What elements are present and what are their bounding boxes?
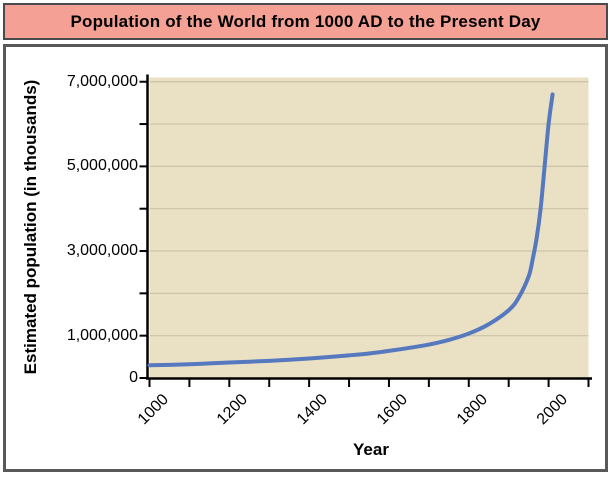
title-bar: Population of the World from 1000 AD to …	[3, 3, 608, 40]
chart-title: Population of the World from 1000 AD to …	[70, 11, 541, 31]
y-tick-label: 0	[129, 369, 138, 386]
y-tick-label: 3,000,000	[66, 242, 138, 260]
plot-background	[149, 77, 589, 378]
x-axis-title: Year	[353, 440, 389, 459]
y-tick-label: 5,000,000	[66, 157, 138, 175]
y-tick-label: 1,000,000	[66, 326, 138, 344]
population-curve	[147, 92, 555, 368]
y-tick-label: 7,000,000	[66, 72, 138, 90]
